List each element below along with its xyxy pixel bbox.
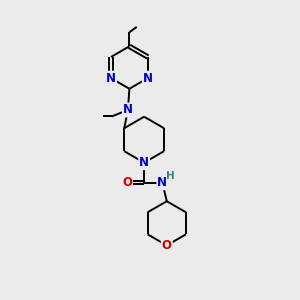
Text: N: N (106, 72, 116, 85)
Text: N: N (158, 176, 167, 189)
Text: N: N (123, 103, 133, 116)
Text: N: N (139, 156, 149, 169)
Text: N: N (143, 72, 153, 85)
Text: H: H (166, 171, 175, 181)
Text: O: O (162, 239, 172, 252)
Text: O: O (122, 176, 132, 189)
